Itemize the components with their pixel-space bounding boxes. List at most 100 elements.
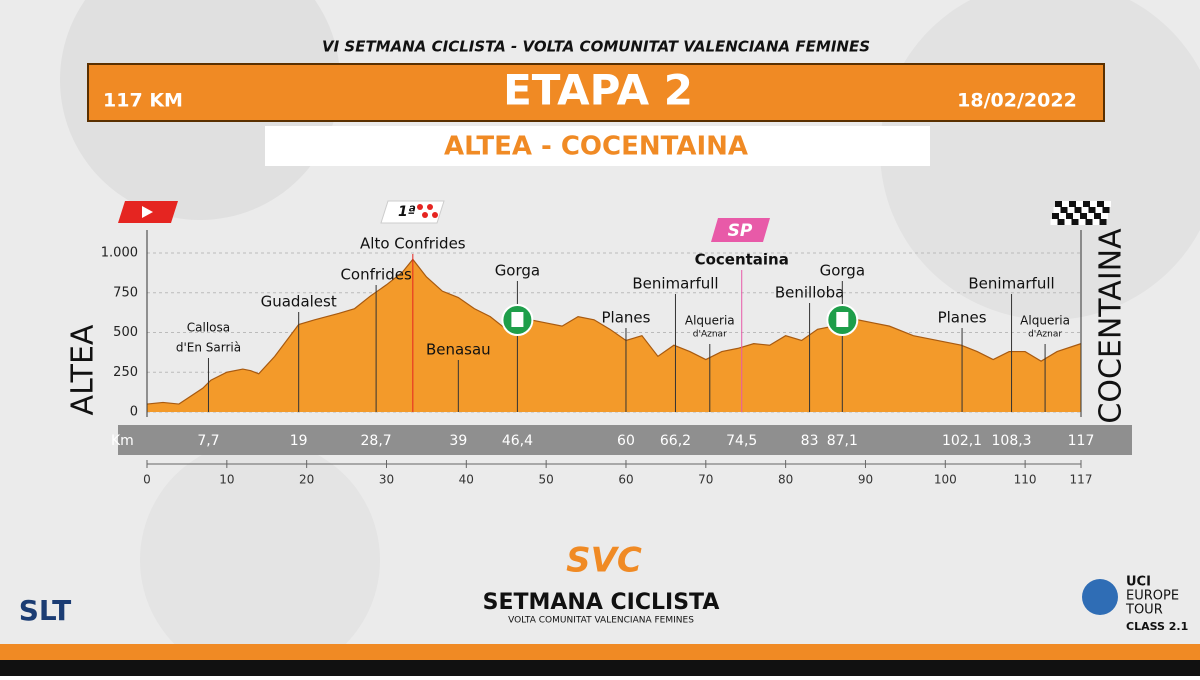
uci-globe [1082, 579, 1118, 615]
flag-square [1090, 201, 1097, 207]
brand: SETMANA CICLISTA [483, 590, 720, 615]
flag-square [1102, 207, 1110, 213]
flag-square [1055, 201, 1062, 207]
km-strip-label: 28,7 [361, 433, 392, 449]
flag-square [1057, 219, 1065, 225]
kom-dot [432, 212, 438, 218]
km-strip-label: 108,3 [992, 433, 1032, 449]
stage-banner [87, 63, 1105, 122]
flag-square [1050, 219, 1058, 225]
uci-europe: EUROPE [1126, 589, 1179, 604]
kom-text: 1ª [398, 204, 416, 220]
waypoint-name: Alqueria [685, 314, 735, 328]
bg-deco [140, 440, 380, 680]
stage-title: ETAPA 2 [503, 66, 693, 115]
uci-tour: TOUR [1125, 603, 1163, 618]
profile-chart: 0 250 500 750 1.000 Callosa d'En Sarrià 7,7 Guad… [101, 230, 1095, 487]
uci: UCI [1126, 575, 1151, 590]
waypoint-name: Gorga [495, 262, 540, 280]
waypoint-name: Gorga [820, 262, 865, 280]
flag-square [1060, 207, 1068, 213]
finish-icon [1050, 201, 1111, 225]
waypoint-sub: d'En Sarrià [176, 341, 241, 355]
x-tick-label: 117 [1070, 473, 1093, 487]
flag-square [1092, 219, 1100, 225]
x-tick-label: 80 [778, 473, 793, 487]
x-tick-label: 30 [379, 473, 394, 487]
elevation-line [146, 258, 1082, 405]
route: ALTEA - COCENTAINA [444, 132, 748, 162]
x-tick-label: 40 [459, 473, 474, 487]
y-tick-label: 250 [113, 365, 138, 380]
kom-dot [417, 204, 423, 210]
flag-square [1076, 201, 1083, 207]
waypoint-name: Alqueria [1020, 314, 1070, 328]
flag-square [1071, 219, 1079, 225]
waypoint-sub: d'Aznar [1028, 330, 1062, 340]
km-strip-label: 102,1 [942, 433, 982, 449]
x-tick-label: 0 [143, 473, 151, 487]
km-strip-label: 19 [290, 433, 308, 449]
date: 18/02/2022 [957, 90, 1077, 112]
km-strip-label: 83 [801, 433, 819, 449]
footer-bar [0, 660, 1200, 676]
flag-square [1052, 213, 1059, 219]
waypoint-name: Guadalest [261, 293, 337, 311]
flag-square [1078, 219, 1086, 225]
svc-logo: SVC [566, 541, 642, 581]
brand-sub: VOLTA COMUNITAT VALENCIANA FEMINES [508, 616, 694, 626]
flag-square [1085, 219, 1093, 225]
flag-square [1087, 213, 1094, 219]
x-tick-label: 110 [1014, 473, 1037, 487]
x-tick-label: 10 [219, 473, 234, 487]
waypoint-name: Confrides [340, 266, 412, 284]
y-tick-label: 500 [113, 325, 138, 340]
km-strip-label: 7,7 [197, 433, 219, 449]
sprint-text: SP [728, 221, 753, 241]
flag-square [1053, 207, 1061, 213]
y-tick-label: 1.000 [101, 246, 138, 261]
distance: 117 KM [103, 90, 183, 112]
flag-square [1097, 201, 1104, 207]
waypoint-name: Benasau [426, 341, 491, 359]
flag-square [1104, 201, 1111, 207]
waypoint-name: Benimarfull [968, 275, 1054, 293]
waypoint-name: Callosa [187, 321, 230, 335]
flag-square [1059, 213, 1066, 219]
x-tick-label: 70 [698, 473, 713, 487]
waypoint-name: Benimarfull [632, 275, 718, 293]
km-strip-label: 74,5 [726, 433, 757, 449]
km-strip-label: 87,1 [827, 433, 858, 449]
x-tick-label: 100 [934, 473, 957, 487]
flag-square [1099, 219, 1107, 225]
event-title: VI SETMANA CICLISTA - VOLTA COMUNITAT VA… [322, 38, 870, 56]
km-strip-label: 39 [449, 433, 467, 449]
start-label: ALTEA [66, 324, 101, 415]
flag-square [1094, 213, 1101, 219]
x-tick-label: 20 [299, 473, 314, 487]
km-strip-label: 60 [617, 433, 635, 449]
km-label: Km [111, 433, 134, 449]
km-strip-label: 66,2 [660, 433, 691, 449]
km-strip-label: 46,4 [502, 433, 533, 449]
flag-square [1064, 219, 1072, 225]
waypoint-name: Benilloba [775, 284, 844, 302]
uci-class: CLASS 2.1 [1126, 620, 1188, 633]
flag-square [1080, 213, 1087, 219]
y-tick-label: 750 [113, 285, 138, 300]
flag-square [1083, 201, 1090, 207]
km-strip-label: 117 [1068, 433, 1095, 449]
kom-dot [427, 204, 433, 210]
slt-logo: SLT [19, 594, 71, 627]
flag-square [1081, 207, 1089, 213]
flag-square [1073, 213, 1080, 219]
kom-dot [422, 212, 428, 218]
flag-square [1062, 201, 1069, 207]
waypoint-sub: d'Aznar [693, 330, 727, 340]
flag-square [1088, 207, 1096, 213]
finish-label: COCENTAINA [1094, 228, 1129, 424]
waypoint-name: Planes [938, 309, 987, 327]
start-icon-play [142, 206, 153, 218]
waypoint-name: Alto Confrides [360, 235, 466, 253]
waypoint-name: Planes [601, 309, 650, 327]
